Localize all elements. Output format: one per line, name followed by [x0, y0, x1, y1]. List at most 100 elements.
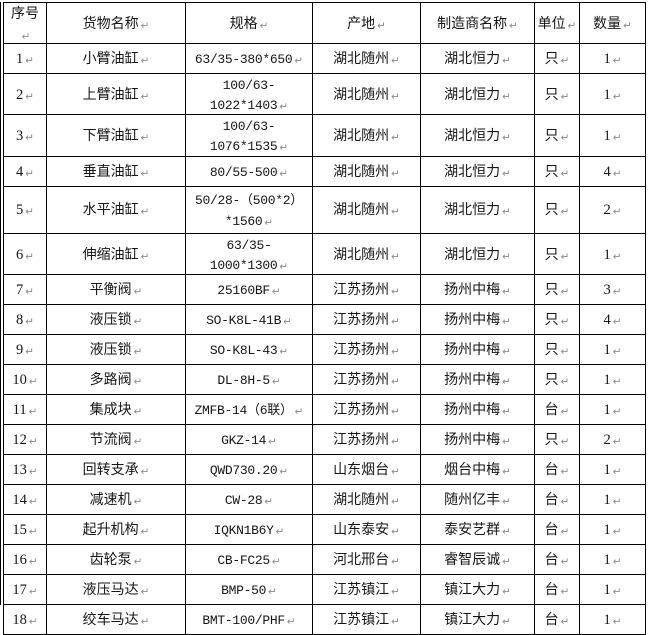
paragraph-mark-icon: ↵ — [133, 436, 143, 449]
paragraph-mark-icon: ↵ — [279, 260, 289, 273]
cell-origin: 湖北随州 ↵ — [312, 155, 421, 187]
paragraph-mark-icon: ↵ — [259, 19, 269, 32]
paragraph-mark-icon: ↵ — [28, 616, 38, 629]
paragraph-mark-icon: ↵ — [133, 346, 143, 359]
paragraph-mark-icon: ↵ — [133, 286, 143, 299]
cell-origin: 江苏镇江 ↵ — [312, 574, 421, 605]
paragraph-mark-icon: ↵ — [377, 19, 386, 32]
cell-name: 回转支承 ↵ — [46, 454, 186, 485]
cell-manufacturer: 湖北恒力 ↵ — [420, 114, 535, 157]
cell-text: 湖北恒力 — [444, 202, 501, 219]
cell-origin: 山东烟台 ↵ — [312, 454, 421, 485]
paragraph-mark-icon: ↵ — [502, 406, 511, 419]
paragraph-mark-icon: ↵ — [560, 376, 570, 389]
cell-text: 100/63-1022*1403 — [209, 77, 278, 113]
cell-spec: 50/28-（500*2） *1560 ↵ — [185, 185, 313, 234]
page-edge-line — [0, 2, 1, 605]
cell-name: 垂直油缸 ↵ — [46, 155, 186, 187]
paragraph-mark-icon: ↵ — [279, 466, 289, 479]
paragraph-mark-icon: ↵ — [612, 466, 622, 479]
cell-manufacturer: 湖北恒力 ↵ — [420, 155, 535, 187]
cell-text: 只 — [544, 246, 559, 263]
cell-name: 上臂油缸 ↵ — [46, 72, 186, 115]
paragraph-mark-icon: ↵ — [391, 54, 400, 67]
column-header-unit: 单位 ↵ — [534, 2, 580, 44]
cell-origin: 山东泰安 ↵ — [312, 514, 421, 545]
cell-text: 江苏镇江 — [333, 582, 390, 599]
cell-manufacturer: 泰安艺群 ↵ — [420, 514, 535, 545]
paragraph-mark-icon: ↵ — [612, 250, 622, 263]
cell-text: 绞车马达 — [82, 612, 139, 629]
cell-name: 水平油缸 ↵ — [46, 185, 186, 234]
cell-text: 扬州中梅 — [444, 402, 501, 419]
cell-text: 下臂油缸 — [82, 128, 139, 144]
cell-qty: 1 ↵ — [579, 334, 646, 365]
cell-unit: 只 ↵ — [534, 304, 580, 335]
table-row: 14 ↵ 减速机 ↵ CW-28 ↵ 湖北随州 ↵ 随州亿丰 ↵ 台 ↵ 1 ↵ — [3, 484, 646, 515]
table-row: 16 ↵ 齿轮泵 ↵ CB-FC25 ↵ 河北邢台 ↵ 睿智辰诚 ↵ 台 ↵ 1 ↵ — [3, 544, 646, 575]
cell-text: 湖北随州 — [333, 202, 390, 219]
paragraph-mark-icon: ↵ — [140, 466, 150, 479]
paragraph-mark-icon: ↵ — [25, 167, 35, 180]
table-row: 15 ↵ 起升机构 ↵ IQKN1B6Y ↵ 山东泰安 ↵ 泰安艺群 ↵ 台 ↵ 1 ↵ — [3, 514, 646, 545]
paragraph-mark-icon: ↵ — [560, 132, 570, 144]
paragraph-mark-icon: ↵ — [279, 142, 289, 155]
cell-text: BMP-50 — [221, 583, 267, 599]
paragraph-mark-icon: ↵ — [28, 376, 38, 389]
header-row: 序号↵ 货物名称 ↵ 规格 ↵ 产地 ↵ 制造商名称 ↵ 单位 ↵ 数量 ↵ — [3, 2, 646, 44]
cell-origin: 江苏扬州 ↵ — [312, 364, 421, 395]
paragraph-mark-icon: ↵ — [28, 496, 38, 509]
paragraph-mark-icon: ↵ — [28, 436, 38, 449]
cell-spec: 63/35-1000*1300 ↵ — [185, 232, 313, 275]
cell-index: 14 ↵ — [3, 484, 47, 515]
cell-text: 台 — [544, 582, 559, 599]
cell-text: 多路阀 — [89, 372, 132, 389]
paragraph-mark-icon: ↵ — [391, 586, 400, 599]
cell-name: 绞车马达 ↵ — [46, 604, 186, 635]
cell-origin: 湖北随州 ↵ — [312, 72, 421, 115]
cell-unit: 台 ↵ — [534, 484, 580, 515]
cell-name: 集成块 ↵ — [46, 394, 186, 425]
paragraph-mark-icon: ↵ — [133, 316, 143, 329]
paragraph-mark-icon: ↵ — [25, 346, 35, 359]
cell-text: 7 — [15, 282, 24, 299]
cell-text: 台 — [544, 552, 559, 569]
paragraph-mark-icon: ↵ — [391, 406, 400, 419]
table-row: 11 ↵ 集成块 ↵ ZMFB-14（6联） ↵ 江苏扬州 ↵ 扬州中梅 ↵ 台 ↵ 1 ↵ — [3, 394, 646, 425]
cell-manufacturer: 湖北恒力 ↵ — [420, 72, 535, 115]
cell-text: 扬州中梅 — [444, 312, 501, 329]
cell-index: 4 ↵ — [3, 155, 47, 187]
cell-unit: 台 ↵ — [534, 604, 580, 635]
cell-text: 伸缩油缸 — [82, 246, 139, 263]
cell-index: 1 ↵ — [3, 42, 47, 74]
paragraph-mark-icon: ↵ — [391, 250, 400, 263]
paragraph-mark-icon: ↵ — [25, 286, 35, 299]
paragraph-mark-icon: ↵ — [140, 526, 150, 539]
paragraph-mark-icon: ↵ — [391, 132, 400, 144]
paragraph-mark-icon: ↵ — [268, 586, 277, 599]
paragraph-mark-icon: ↵ — [612, 90, 622, 103]
cell-text: 垂直油缸 — [82, 163, 139, 180]
cell-qty: 1 ↵ — [579, 364, 646, 395]
cell-text: 8 — [15, 312, 24, 329]
cell-origin: 江苏镇江 ↵ — [312, 604, 421, 635]
paragraph-mark-icon: ↵ — [28, 586, 38, 599]
cell-index: 10 ↵ — [3, 364, 47, 395]
cell-text: 3 — [15, 128, 24, 145]
cell-index: 7 ↵ — [3, 274, 47, 305]
cell-unit: 只 ↵ — [534, 424, 580, 455]
cell-text: 湖北恒力 — [444, 50, 501, 67]
cell-text: 湖北恒力 — [444, 246, 501, 263]
paragraph-mark-icon: ↵ — [502, 466, 511, 479]
cell-text: 5 — [15, 202, 24, 219]
paragraph-mark-icon: ↵ — [612, 406, 622, 419]
paragraph-mark-icon: ↵ — [502, 316, 511, 329]
cell-text: 湖北随州 — [333, 86, 390, 103]
cell-qty: 1 ↵ — [579, 574, 646, 605]
paragraph-mark-icon: ↵ — [560, 90, 570, 103]
cell-manufacturer: 扬州中梅 ↵ — [420, 304, 535, 335]
cell-index: 13 ↵ — [3, 454, 47, 485]
cell-unit: 台 ↵ — [534, 514, 580, 545]
cell-index: 9 ↵ — [3, 334, 47, 365]
cell-text: 13 — [12, 462, 27, 479]
